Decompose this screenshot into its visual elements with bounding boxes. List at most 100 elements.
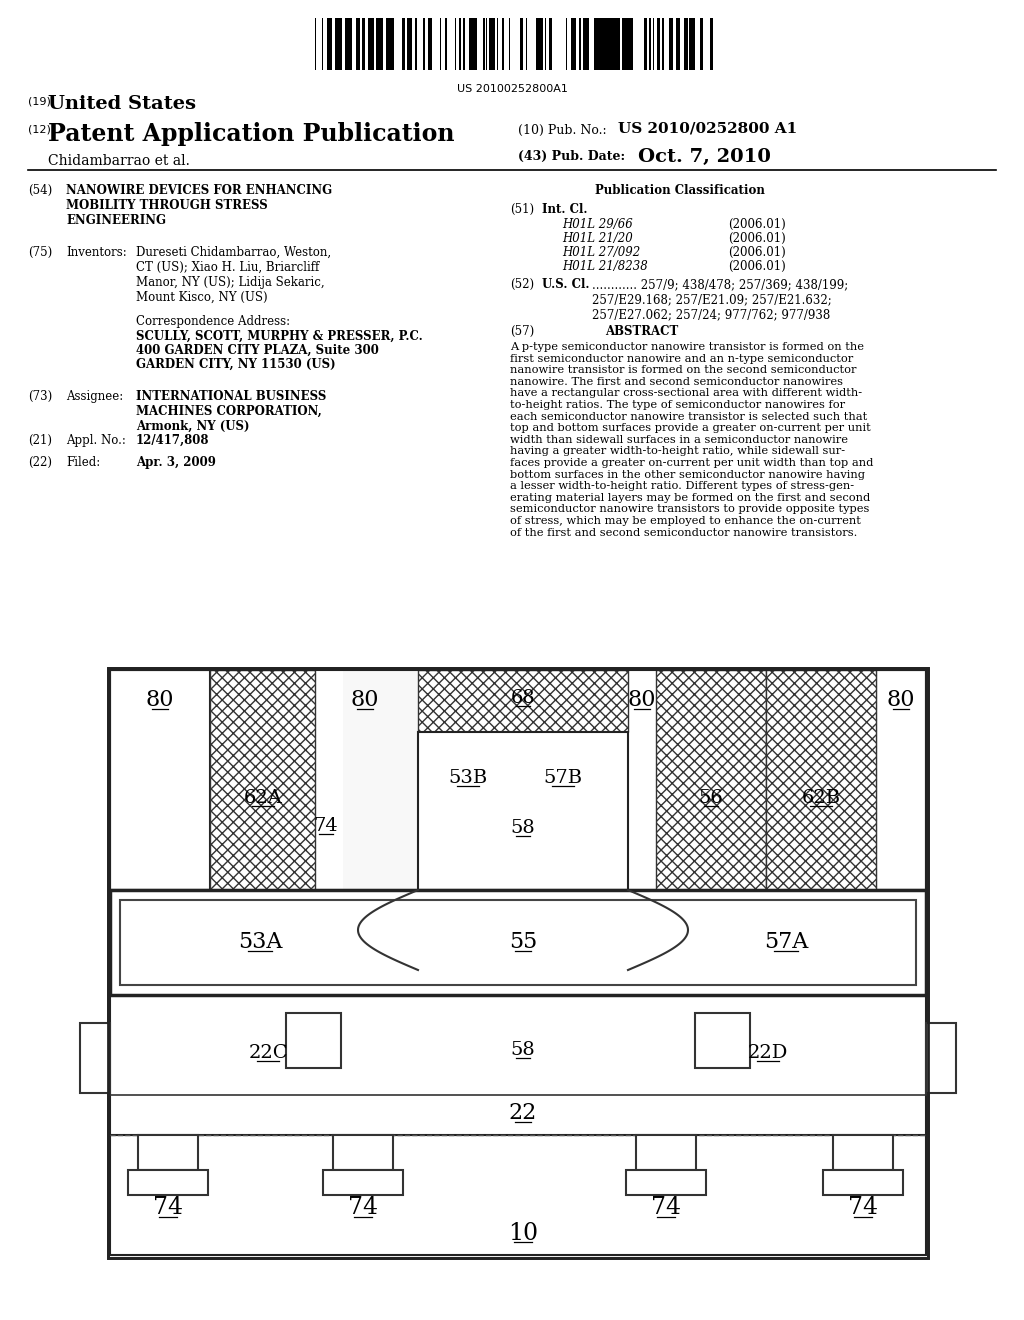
Text: INTERNATIONAL BUSINESS
MACHINES CORPORATION,
Armonk, NY (US): INTERNATIONAL BUSINESS MACHINES CORPORAT…: [136, 389, 327, 433]
Bar: [684, 18, 686, 70]
Text: 80: 80: [628, 689, 656, 711]
Text: A p-type semiconductor nanowire transistor is formed on the
first semiconductor : A p-type semiconductor nanowire transist…: [510, 342, 873, 537]
Text: SCULLY, SCOTT, MURPHY & PRESSER, P.C.: SCULLY, SCOTT, MURPHY & PRESSER, P.C.: [136, 330, 423, 343]
Bar: [695, 18, 697, 70]
Bar: [620, 18, 622, 70]
Bar: [376, 18, 379, 70]
Bar: [658, 18, 660, 70]
Bar: [673, 18, 676, 70]
Bar: [407, 18, 410, 70]
Bar: [381, 18, 383, 70]
Text: 57A: 57A: [764, 931, 808, 953]
Bar: [558, 18, 560, 70]
Bar: [138, 1135, 198, 1170]
Bar: [833, 1135, 893, 1170]
Bar: [630, 18, 633, 70]
Bar: [926, 1023, 956, 1093]
Bar: [560, 18, 563, 70]
Bar: [324, 18, 327, 70]
Text: Int. Cl.: Int. Cl.: [542, 203, 588, 216]
Bar: [354, 18, 356, 70]
Bar: [110, 890, 926, 995]
Bar: [459, 18, 461, 70]
Text: 80: 80: [887, 689, 915, 711]
Bar: [388, 18, 391, 70]
Text: (19): (19): [28, 96, 51, 107]
Text: NANOWIRE DEVICES FOR ENHANCING
MOBILITY THROUGH STRESS
ENGINEERING: NANOWIRE DEVICES FOR ENHANCING MOBILITY …: [66, 183, 332, 227]
Text: 22C: 22C: [248, 1044, 288, 1063]
Bar: [413, 18, 415, 70]
Bar: [383, 18, 386, 70]
Text: (75): (75): [28, 246, 52, 259]
Bar: [368, 18, 371, 70]
Bar: [594, 18, 597, 70]
Text: Correspondence Address:: Correspondence Address:: [136, 315, 290, 327]
Bar: [555, 18, 558, 70]
Bar: [465, 18, 467, 70]
Text: H01L 27/092: H01L 27/092: [562, 246, 640, 259]
Bar: [441, 18, 443, 70]
Text: ............ 257/9; 438/478; 257/369; 438/199;
257/E29.168; 257/E21.09; 257/E21.: ............ 257/9; 438/478; 257/369; 43…: [592, 279, 848, 321]
Bar: [571, 18, 574, 70]
Text: Dureseti Chidambarrao, Weston,
CT (US); Xiao H. Liu, Briarcliff
Manor, NY (US); : Dureseti Chidambarrao, Weston, CT (US); …: [136, 246, 331, 304]
Bar: [391, 18, 394, 70]
Bar: [445, 18, 447, 70]
Bar: [420, 18, 422, 70]
Text: Oct. 7, 2010: Oct. 7, 2010: [638, 148, 771, 166]
Bar: [660, 18, 662, 70]
Text: 400 GARDEN CITY PLAZA, Suite 300: 400 GARDEN CITY PLAZA, Suite 300: [136, 345, 379, 356]
Text: Inventors:: Inventors:: [66, 246, 127, 259]
Bar: [350, 18, 352, 70]
Text: (21): (21): [28, 434, 52, 447]
Bar: [463, 18, 465, 70]
Bar: [333, 1135, 393, 1170]
Bar: [546, 18, 549, 70]
Text: (22): (22): [28, 455, 52, 469]
Bar: [469, 18, 471, 70]
Bar: [523, 18, 526, 70]
Bar: [598, 18, 601, 70]
Text: (2006.01): (2006.01): [728, 218, 785, 231]
Bar: [447, 18, 449, 70]
Text: GARDEN CITY, NY 11530 (US): GARDEN CITY, NY 11530 (US): [136, 358, 336, 371]
Bar: [348, 18, 350, 70]
Bar: [323, 1170, 403, 1195]
Bar: [453, 18, 455, 70]
Bar: [80, 1023, 110, 1093]
Bar: [345, 18, 347, 70]
Bar: [667, 18, 669, 70]
Bar: [329, 18, 332, 70]
Bar: [365, 18, 368, 70]
Text: 80: 80: [351, 689, 379, 711]
Bar: [701, 18, 703, 70]
Text: 74: 74: [313, 817, 338, 836]
Bar: [513, 18, 516, 70]
Bar: [120, 900, 916, 985]
Text: (12): (12): [28, 124, 51, 135]
Bar: [520, 18, 523, 70]
Bar: [697, 18, 700, 70]
Text: 12/417,808: 12/417,808: [136, 434, 210, 447]
Bar: [415, 18, 417, 70]
Text: (51): (51): [510, 203, 535, 216]
Bar: [563, 18, 566, 70]
Bar: [510, 18, 513, 70]
Text: US 2010/0252800 A1: US 2010/0252800 A1: [618, 121, 798, 136]
Bar: [606, 18, 608, 70]
Bar: [110, 1135, 926, 1255]
Bar: [110, 995, 926, 1135]
Bar: [626, 18, 629, 70]
Text: 53A: 53A: [238, 931, 283, 953]
Bar: [108, 668, 928, 1258]
Bar: [766, 671, 876, 890]
Bar: [395, 18, 398, 70]
Bar: [591, 18, 594, 70]
Bar: [644, 18, 647, 70]
Text: Appl. No.:: Appl. No.:: [66, 434, 126, 447]
Bar: [342, 18, 345, 70]
Bar: [705, 18, 708, 70]
Text: (57): (57): [510, 325, 535, 338]
Text: 62A: 62A: [244, 789, 283, 807]
Bar: [567, 18, 570, 70]
Bar: [477, 18, 479, 70]
